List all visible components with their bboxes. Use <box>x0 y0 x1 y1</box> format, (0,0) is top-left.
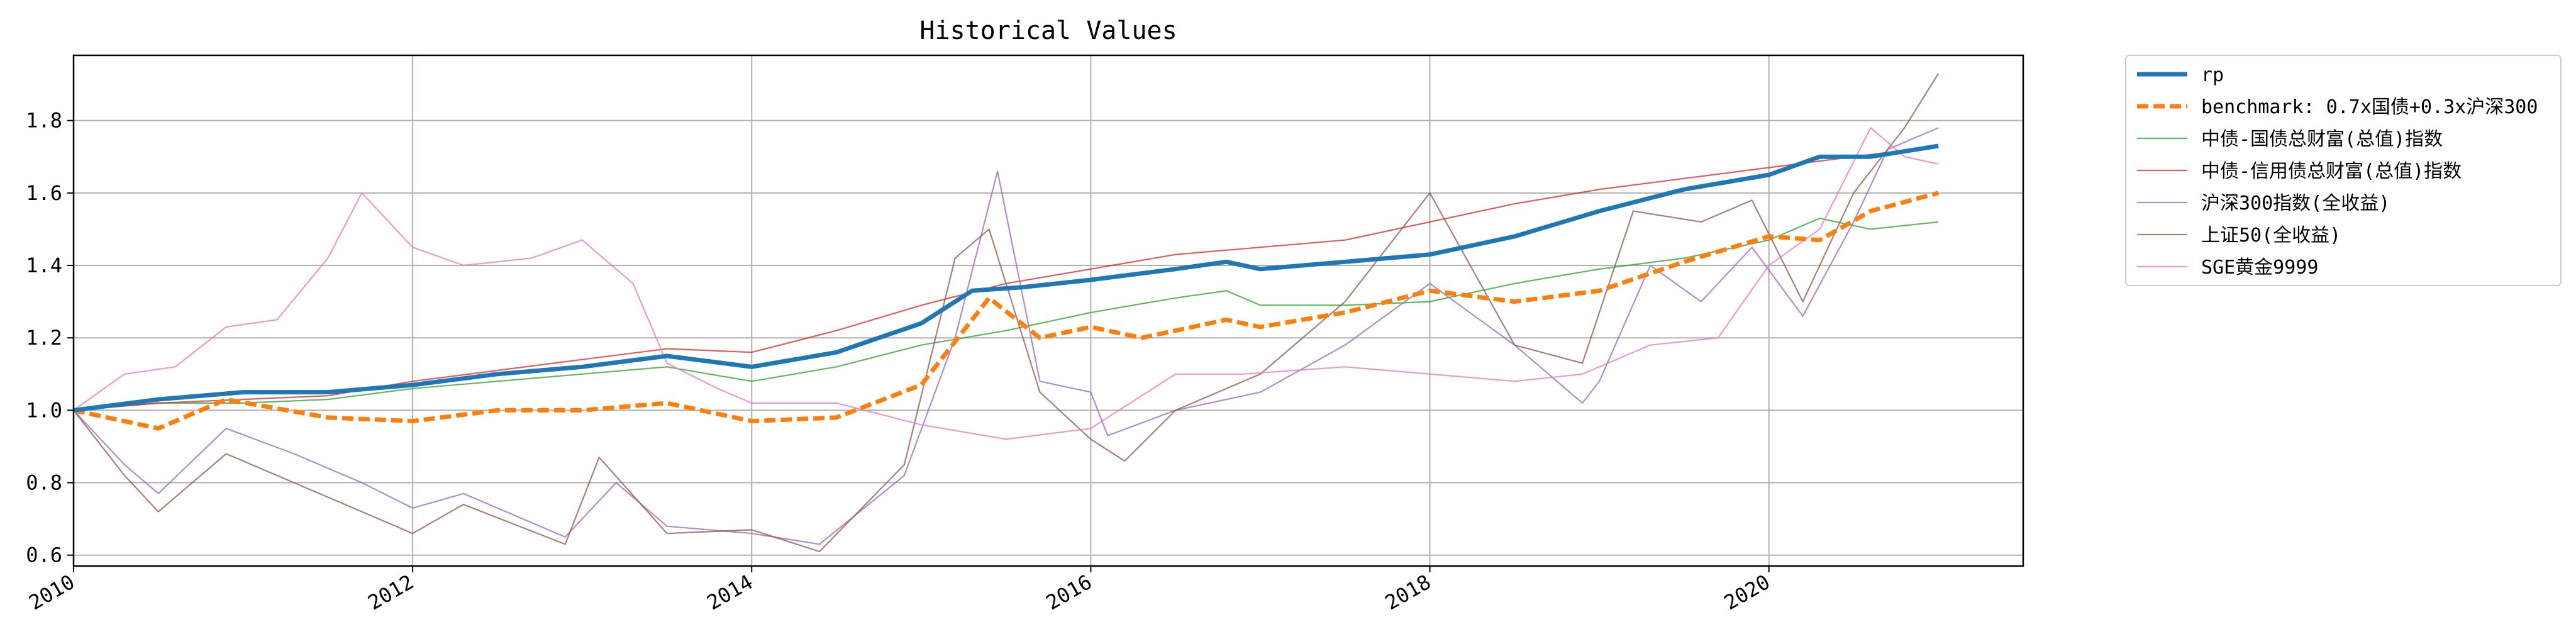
series-line-4 <box>73 127 1939 545</box>
x-tick-label: 2016 <box>1042 570 1096 614</box>
legend-frame <box>2125 55 2562 286</box>
grid <box>73 55 2023 566</box>
legend-label: benchmark: 0.7x国债+0.3x沪深300 <box>2201 96 2538 118</box>
legend-label: SGE黄金9999 <box>2201 257 2318 279</box>
x-tick-label: 2012 <box>364 570 418 614</box>
y-tick-label: 0.6 <box>26 543 62 567</box>
series-lines <box>73 73 1940 553</box>
y-tick-label: 1.0 <box>26 398 62 422</box>
series-line-3 <box>73 145 1939 411</box>
series-line-5 <box>73 73 1940 553</box>
chart-title: Historical Values <box>919 16 1177 45</box>
x-tick-label: 2018 <box>1381 570 1435 614</box>
x-tick-label: 2020 <box>1720 570 1774 614</box>
series-line-6 <box>73 127 1939 440</box>
legend-label: rp <box>2201 64 2224 86</box>
y-tick-label: 1.2 <box>26 326 62 350</box>
legend-label: 中债-国债总财富(总值)指数 <box>2201 128 2443 150</box>
x-tick-label: 2014 <box>703 570 757 614</box>
series-line-1 <box>73 191 1940 431</box>
x-tick-label: 2010 <box>25 570 79 614</box>
y-axis-ticks: 0.6 0.8 1.0 1.2 1.4 1.6 1.8 <box>26 109 74 567</box>
series-line-2 <box>73 218 1939 411</box>
y-tick-label: 1.4 <box>26 253 62 277</box>
x-axis-ticks: 2010 2012 2014 2016 2018 2020 <box>25 566 1774 614</box>
legend: rp benchmark: 0.7x国债+0.3x沪深300 中债-国债总财富(总值… <box>2125 55 2562 286</box>
series-line-0 <box>73 143 1939 413</box>
y-tick-label: 0.8 <box>26 471 62 495</box>
legend-label: 中债-信用债总财富(总值)指数 <box>2201 160 2462 182</box>
legend-label: 沪深300指数(全收益) <box>2201 192 2390 214</box>
legend-label: 上证50(全收益) <box>2201 225 2341 247</box>
y-tick-label: 1.6 <box>26 181 62 205</box>
y-tick-label: 1.8 <box>26 109 62 133</box>
plot-frame <box>72 54 2024 567</box>
